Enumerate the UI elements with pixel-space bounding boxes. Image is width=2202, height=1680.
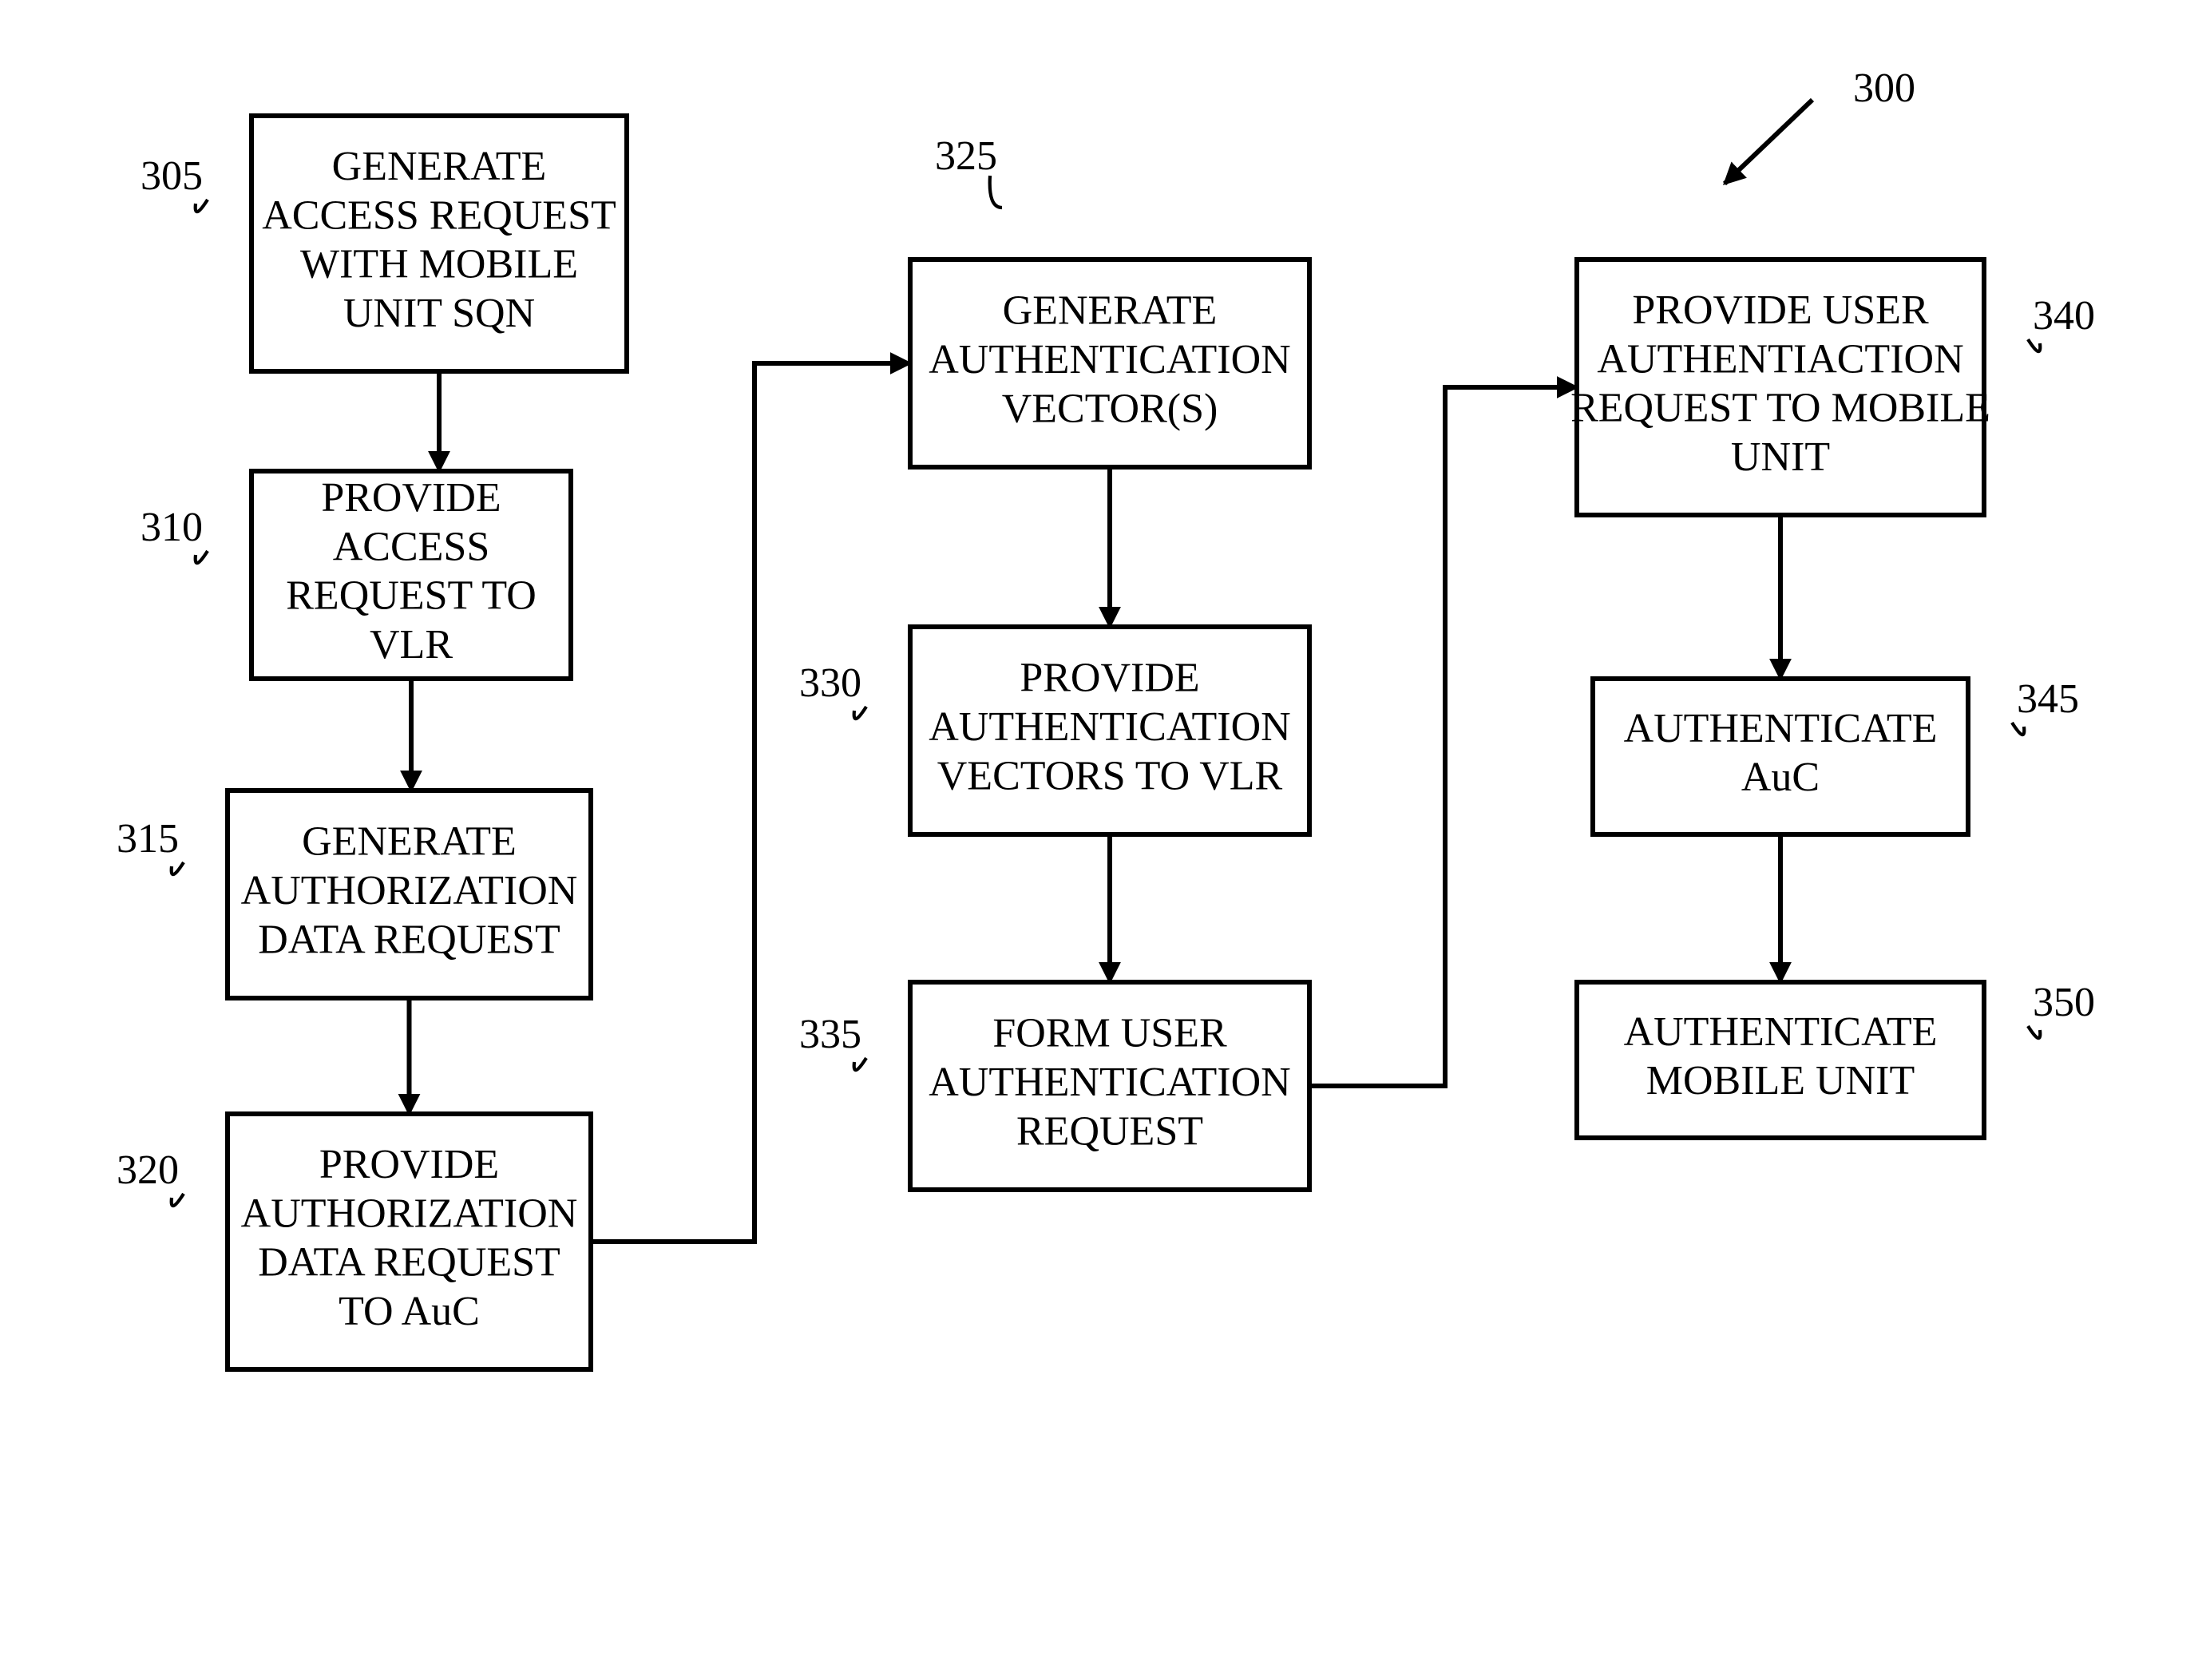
node-n315: GENERATEAUTHORIZATIONDATA REQUEST (228, 790, 591, 998)
node-n340-line-2: REQUEST TO MOBILE (1570, 386, 1990, 431)
node-n325-line-1: AUTHENTICATION (929, 337, 1290, 382)
node-n345-line-0: AUTHENTICATE (1624, 706, 1938, 751)
label-n345: 345 (2017, 676, 2079, 722)
label-n350: 350 (2033, 980, 2095, 1025)
node-n335-line-0: FORM USER (992, 1011, 1227, 1056)
node-n325-line-2: VECTOR(S) (1002, 386, 1218, 431)
label-n340: 340 (2033, 293, 2095, 339)
node-n305-line-3: UNIT SQN (343, 291, 535, 336)
node-n320-line-3: TO AuC (339, 1289, 480, 1334)
node-n310-line-3: VLR (370, 622, 453, 668)
edge-n335-n340 (1309, 387, 1577, 1086)
node-n350-line-0: AUTHENTICATE (1624, 1009, 1938, 1055)
node-n305-line-2: WITH MOBILE (300, 242, 578, 287)
node-n310: PROVIDEACCESSREQUEST TOVLR (251, 471, 571, 679)
node-n320-line-1: AUTHORIZATION (241, 1191, 578, 1236)
node-n310-line-1: ACCESS (333, 524, 490, 569)
node-n310-line-2: REQUEST TO (286, 573, 537, 619)
node-n335: FORM USERAUTHENTICATIONREQUEST (910, 982, 1309, 1190)
node-n320: PROVIDEAUTHORIZATIONDATA REQUESTTO AuC (228, 1114, 591, 1369)
label-n315: 315 (117, 816, 179, 862)
node-n330: PROVIDEAUTHENTICATIONVECTORS TO VLR (910, 627, 1309, 834)
node-n315-line-0: GENERATE (302, 819, 517, 865)
label-n335: 335 (799, 1012, 861, 1057)
callout-n345 (2012, 723, 2024, 735)
node-n335-line-1: AUTHENTICATION (929, 1060, 1290, 1105)
node-n320-line-0: PROVIDE (319, 1142, 499, 1187)
node-n345: AUTHENTICATEAuC (1593, 679, 1968, 834)
node-n315-line-2: DATA REQUEST (258, 917, 560, 962)
edge-n320-n325 (591, 363, 910, 1242)
node-n345-line-1: AuC (1741, 755, 1820, 800)
callout-n325 (990, 176, 1002, 208)
callout-n315 (172, 862, 184, 874)
node-n320-line-2: DATA REQUEST (258, 1240, 560, 1286)
node-n305-line-0: GENERATE (332, 144, 547, 189)
node-n340: PROVIDE USERAUTHENTIACTIONREQUEST TO MOB… (1570, 260, 1990, 515)
callout-n320 (172, 1194, 184, 1206)
callout-n350 (2028, 1026, 2040, 1038)
node-n325-line-0: GENERATE (1003, 288, 1218, 334)
node-n335-line-2: REQUEST (1016, 1108, 1203, 1154)
node-n330-line-0: PROVIDE (1020, 656, 1199, 701)
label-n320: 320 (117, 1147, 179, 1193)
flowchart-canvas: GENERATEACCESS REQUESTWITH MOBILEUNIT SQ… (0, 0, 2202, 1680)
label-n325: 325 (935, 133, 997, 179)
callout-n340 (2028, 339, 2040, 351)
node-n350: AUTHENTICATEMOBILE UNIT (1577, 982, 1984, 1138)
node-n340-line-0: PROVIDE USER (1632, 287, 1929, 333)
node-n330-line-2: VECTORS TO VLR (937, 753, 1283, 798)
node-n305-line-1: ACCESS REQUEST (262, 192, 616, 238)
node-n310-line-0: PROVIDE (321, 475, 501, 521)
label-n305: 305 (141, 153, 203, 199)
callout-n310 (196, 551, 208, 563)
callout-n330 (854, 707, 866, 719)
node-n340-line-3: UNIT (1731, 434, 1830, 480)
figure-label-arrow (1725, 100, 1812, 184)
callout-n305 (196, 200, 208, 212)
node-n325: GENERATEAUTHENTICATIONVECTOR(S) (910, 260, 1309, 467)
figure-label: 300 (1853, 65, 1915, 111)
node-n340-line-1: AUTHENTIACTION (1597, 336, 1963, 382)
node-n330-line-1: AUTHENTICATION (929, 704, 1290, 750)
callout-n335 (854, 1058, 866, 1070)
node-n350-line-1: MOBILE UNIT (1646, 1058, 1915, 1103)
node-n305: GENERATEACCESS REQUESTWITH MOBILEUNIT SQ… (251, 116, 627, 371)
label-n310: 310 (141, 505, 203, 550)
node-n315-line-1: AUTHORIZATION (241, 868, 578, 913)
label-n330: 330 (799, 660, 861, 706)
